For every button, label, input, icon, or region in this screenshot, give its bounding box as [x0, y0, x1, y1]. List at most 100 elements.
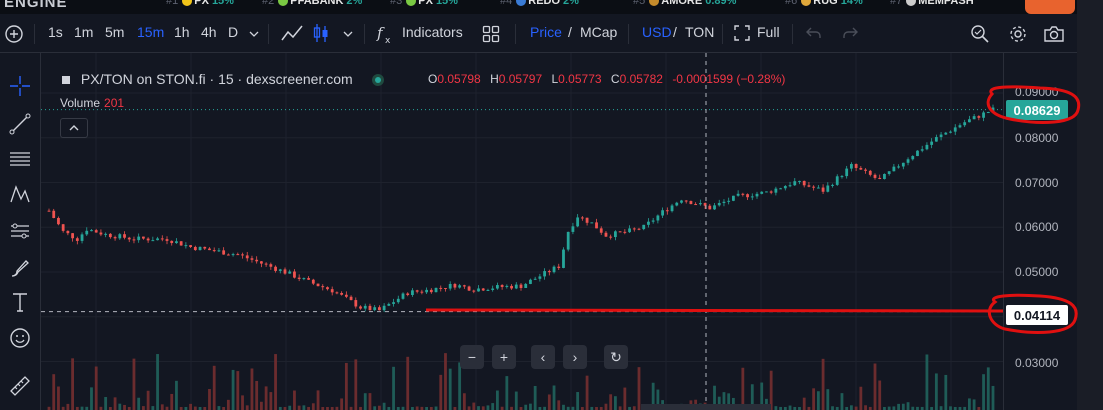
gear-icon[interactable]: [1008, 24, 1028, 44]
trendline-tool[interactable]: [7, 111, 33, 137]
interval-1h[interactable]: 1h: [174, 24, 190, 40]
candles-icon[interactable]: [312, 22, 330, 44]
search-icon[interactable]: [970, 24, 990, 44]
emoji-tool[interactable]: [7, 325, 33, 351]
collapse-legend-button[interactable]: [60, 118, 88, 138]
line-chart-icon[interactable]: [280, 23, 304, 45]
crosshair-tool[interactable]: [7, 73, 33, 99]
undo-icon[interactable]: [806, 26, 822, 40]
candle-body: [934, 137, 938, 142]
chevron-down-icon[interactable]: [342, 28, 354, 40]
candle-body: [585, 217, 589, 223]
volume-bar: [968, 398, 971, 410]
token-logo-icon: [182, 0, 193, 7]
volume-bar: [618, 406, 622, 410]
scroll-left-button[interactable]: ‹: [531, 345, 555, 369]
ruler-tool[interactable]: [7, 373, 33, 399]
price-tick: 0.07000: [1015, 176, 1059, 190]
volume-bar: [231, 369, 235, 410]
horizontal-lines-tool[interactable]: [7, 146, 33, 172]
candle-body: [94, 230, 98, 233]
connect-button[interactable]: [1025, 0, 1075, 14]
smiley-icon: [10, 328, 30, 348]
candle-body: [519, 284, 523, 289]
candle-body: [401, 293, 405, 299]
volume-bar: [354, 359, 358, 410]
candle-body: [137, 236, 141, 241]
price-toggle[interactable]: Price: [530, 24, 562, 40]
high-value: 0.05797: [498, 72, 543, 86]
ticker-item[interactable]: #7 MEMPASH: [890, 0, 977, 7]
volume-bar: [916, 406, 919, 410]
forecast-tool[interactable]: [7, 218, 33, 244]
camera-icon[interactable]: [1043, 25, 1065, 43]
candle-body: [260, 261, 263, 264]
candle-body: [901, 162, 905, 167]
brush-tool[interactable]: [7, 255, 33, 281]
text-tool[interactable]: [7, 289, 33, 315]
candle-body: [732, 195, 735, 201]
mcap-toggle[interactable]: MCap: [580, 24, 618, 40]
candle-body: [439, 287, 443, 289]
candle-body: [406, 293, 410, 295]
redo-icon[interactable]: [842, 26, 858, 40]
volume-bar: [812, 388, 816, 410]
layouts-icon[interactable]: [482, 25, 500, 43]
fullscreen-icon[interactable]: [734, 25, 750, 41]
add-symbol-icon[interactable]: [4, 24, 24, 44]
candle-body: [326, 287, 329, 290]
volume-bar: [411, 406, 414, 410]
volume-bar: [137, 397, 141, 410]
interval-1m[interactable]: 1m: [74, 24, 94, 40]
candle-body: [354, 300, 358, 307]
scroll-right-button[interactable]: ›: [563, 345, 587, 369]
ticker-item[interactable]: #6 RUG 14%: [785, 0, 863, 7]
candle-body: [467, 286, 471, 291]
volume-bar: [930, 406, 934, 410]
volume-bar: [769, 370, 773, 410]
candle-body: [798, 180, 801, 182]
ticker-item[interactable]: #1 PX 15%: [166, 0, 234, 7]
volume-bar: [920, 406, 924, 410]
interval-1s[interactable]: 1s: [48, 24, 63, 40]
interval-4h[interactable]: 4h: [201, 24, 217, 40]
ticker-item[interactable]: #5 AMORE 0.89%: [633, 0, 736, 7]
ticker-item[interactable]: #4 REDO 2%: [500, 0, 579, 7]
interval-5m[interactable]: 5m: [105, 24, 125, 40]
volume-bar: [316, 390, 320, 410]
zoom-in-button[interactable]: +: [492, 345, 516, 369]
price-chart[interactable]: [41, 53, 1003, 410]
volume-bar: [887, 406, 891, 410]
fullscreen-button[interactable]: Full: [757, 24, 780, 40]
candle-body: [71, 233, 74, 239]
ticker-item[interactable]: #3 PX 15%: [390, 0, 458, 7]
interval-15m[interactable]: 15m: [137, 24, 165, 40]
volume-bar: [859, 386, 863, 410]
candle-body: [708, 205, 712, 210]
chevron-down-icon[interactable]: [248, 28, 260, 40]
zoom-out-button[interactable]: −: [460, 345, 484, 369]
volume-bar: [288, 405, 292, 410]
volume-bar: [193, 406, 197, 410]
volume-bar: [552, 385, 556, 410]
candle-body: [203, 246, 207, 249]
candle-body: [878, 177, 882, 180]
volume-bar: [514, 391, 518, 410]
ton-toggle[interactable]: TON: [685, 24, 715, 40]
ticker-item[interactable]: #2 PFABANK 2%: [262, 0, 362, 7]
volume-bar: [783, 407, 787, 410]
candle-body: [590, 222, 594, 224]
candle-body: [930, 141, 934, 145]
indicators-icon[interactable]: f x: [376, 23, 396, 45]
pattern-tool[interactable]: [7, 181, 33, 207]
volume-bar: [481, 406, 485, 410]
volume-bar: [840, 393, 844, 410]
volume-bar: [245, 405, 249, 410]
candle-body: [595, 222, 598, 229]
reset-chart-button[interactable]: ↻: [604, 345, 628, 369]
indicators-button[interactable]: Indicators: [402, 24, 463, 40]
usd-toggle[interactable]: USD: [642, 24, 672, 40]
interval-1d[interactable]: D: [228, 24, 239, 40]
volume-bar: [656, 389, 660, 410]
brush-icon: [11, 260, 29, 277]
